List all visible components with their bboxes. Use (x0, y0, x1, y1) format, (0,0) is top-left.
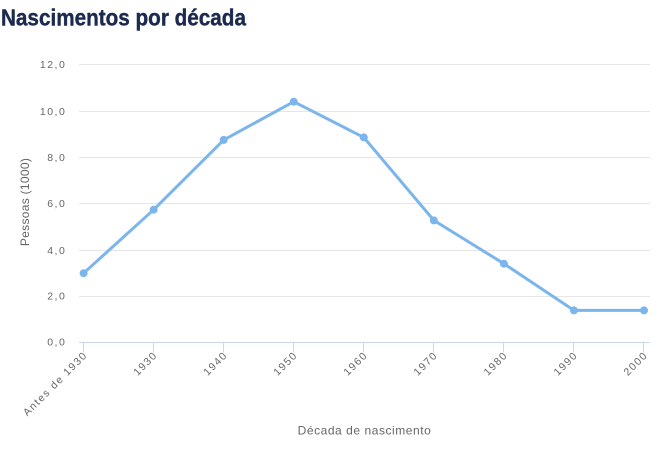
svg-text:4,0: 4,0 (47, 245, 66, 257)
svg-text:2,0: 2,0 (47, 291, 66, 303)
svg-text:Pessoas (1000): Pessoas (1000) (18, 158, 32, 246)
svg-text:10,0: 10,0 (40, 106, 66, 118)
svg-text:Década de nascimento: Década de nascimento (298, 423, 432, 437)
svg-text:1950: 1950 (271, 349, 300, 378)
svg-text:6,0: 6,0 (47, 198, 66, 210)
svg-text:12,0: 12,0 (40, 59, 66, 71)
svg-text:Antes de 1930: Antes de 1930 (21, 349, 90, 418)
svg-text:1940: 1940 (201, 349, 230, 378)
svg-text:1980: 1980 (481, 349, 510, 378)
svg-text:1970: 1970 (411, 349, 440, 378)
svg-text:8,0: 8,0 (47, 152, 66, 164)
svg-text:1990: 1990 (552, 349, 581, 378)
svg-text:1930: 1930 (131, 349, 160, 378)
svg-text:1960: 1960 (341, 349, 370, 378)
svg-text:2000: 2000 (622, 349, 651, 378)
svg-text:Nascimentos por década: Nascimentos por década (1, 4, 247, 30)
svg-text:0,0: 0,0 (47, 337, 66, 349)
